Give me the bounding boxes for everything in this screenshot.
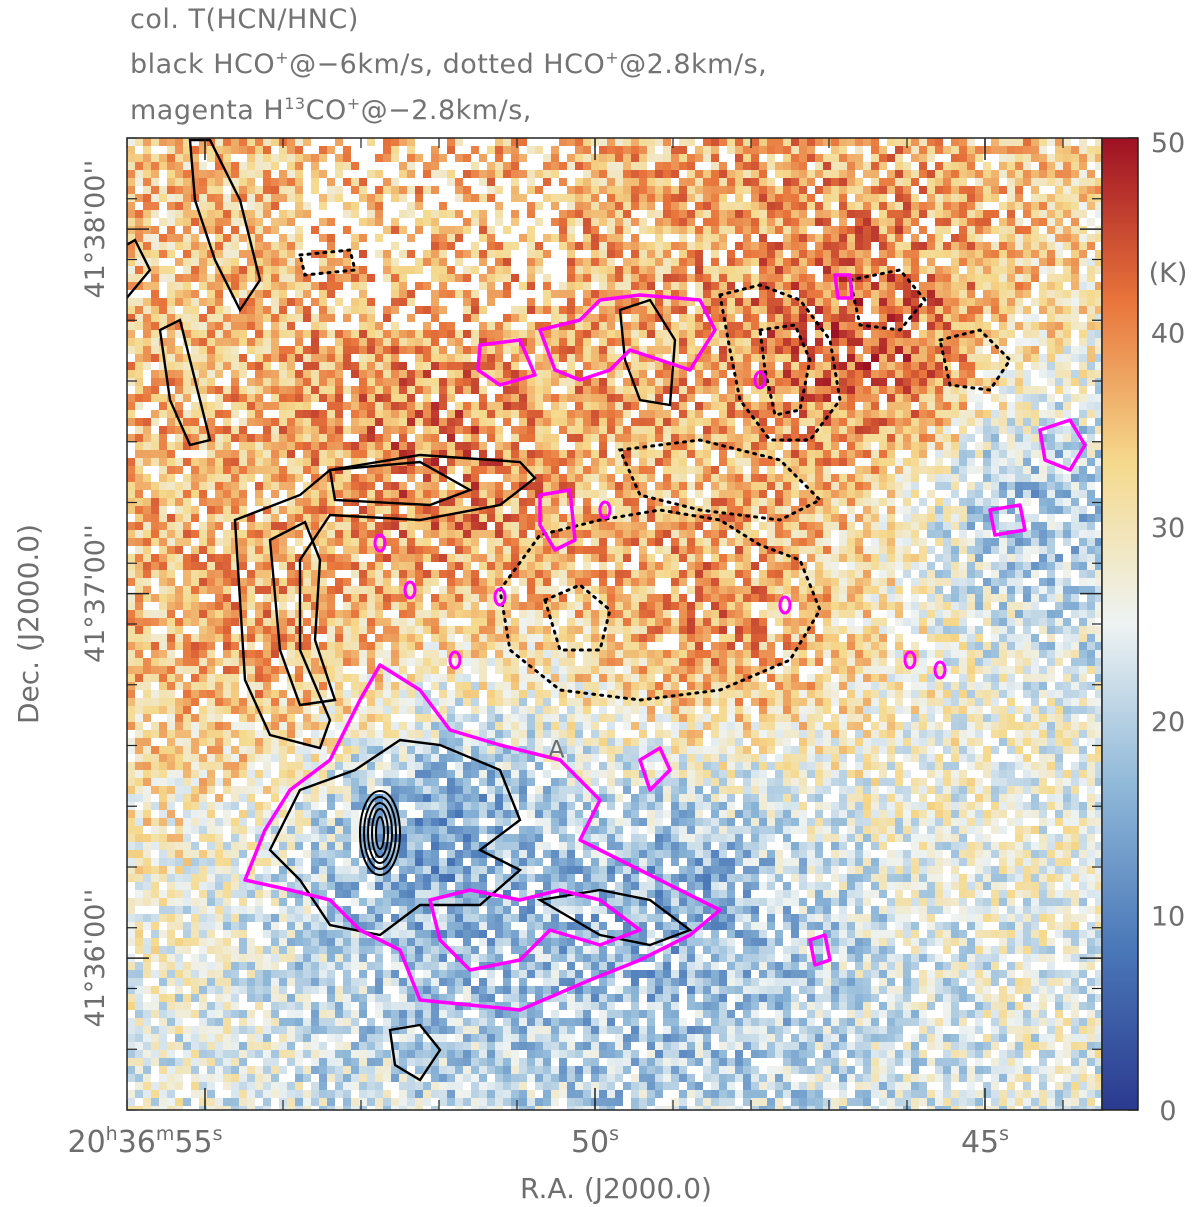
dotted-contour-6: [298, 248, 357, 277]
core-contour-ring-4: [375, 816, 385, 850]
magenta-blob-8: [933, 660, 947, 680]
magenta-blob-6: [778, 595, 792, 615]
magenta-blob-7: [903, 650, 917, 670]
x-tick-labels: 20h36m55s 50s 45s: [67, 1123, 1009, 1160]
black-contour-0: [233, 453, 537, 750]
magenta-blob-4: [598, 500, 612, 520]
colorbar-tick-label-1: 10: [1151, 902, 1185, 933]
black-contour-7: [618, 298, 677, 407]
y-tick-label-0: 41°38'00'': [80, 160, 111, 299]
magenta-contour-2: [538, 293, 717, 382]
y-tick-label-2: 41°36'00'': [80, 889, 111, 1028]
black-contour-9: [388, 1023, 442, 1082]
black-contour-2: [328, 460, 473, 507]
x-tick-label-1: 50s: [571, 1123, 619, 1160]
dotted-contour-1: [543, 583, 612, 652]
magenta-contour-1: [428, 888, 642, 972]
core-contour-ring-3: [371, 808, 389, 858]
black-contour-4: [188, 138, 262, 313]
dotted-contour-4: [848, 268, 927, 332]
magenta-contour-9: [808, 933, 832, 967]
magenta-blob-5: [753, 370, 767, 390]
dotted-contour-3: [758, 323, 812, 417]
magenta-contour-5: [1038, 418, 1087, 472]
magenta-contour-6: [988, 503, 1027, 537]
contour-layer: [127, 138, 1087, 1082]
colorbar-tick-label-3: 30: [1151, 513, 1185, 544]
magenta-blob-3: [403, 580, 417, 600]
core-contour-ring-0: [359, 790, 401, 876]
magenta-blob-0: [493, 587, 507, 607]
black-contour-5: [158, 318, 212, 447]
colorbar-tick-label-2: 20: [1151, 707, 1185, 738]
magenta-blob-1: [448, 650, 462, 670]
colorbar-unit: (K): [1149, 258, 1188, 289]
black-contour-1: [268, 520, 337, 707]
x-tick-label-0: 20h36m55s: [67, 1123, 222, 1160]
magenta-contour-0: [243, 663, 722, 1012]
dotted-contour-2: [718, 283, 842, 442]
y-tick-label-1: 41°37'00'': [80, 524, 111, 663]
magenta-contour-3: [476, 338, 537, 387]
annotation-label-A: A: [548, 736, 565, 764]
colorbar-tick-label-4: 40: [1151, 318, 1185, 349]
black-contour-6: [536, 888, 693, 947]
dotted-contour-0: [498, 508, 822, 702]
y-axis-label: Dec. (J2000.0): [12, 524, 45, 724]
magenta-contour-4: [538, 488, 577, 552]
colorbar-tick-labels: 0 10 20 30 40 50: [1151, 128, 1185, 1127]
heatmap-layer: [127, 138, 1102, 1110]
black-contour-8: [127, 238, 152, 300]
core-contour-ring-2: [367, 802, 393, 864]
magenta-contour-7: [833, 273, 854, 300]
core-contour-ring-1: [363, 796, 397, 870]
x-tick-label-2: 45s: [961, 1123, 1009, 1160]
magenta-contour-8: [638, 746, 672, 792]
colorbar-tick-label-5: 50: [1151, 128, 1185, 159]
dotted-contour-7: [617, 438, 823, 522]
title-line-1: col. T(HCN/HNC): [130, 4, 359, 35]
title-line-3: magenta H13CO+@−2.8km/s,: [130, 94, 532, 126]
dotted-contour-5: [938, 328, 1012, 392]
x-axis-label: R.A. (J2000.0): [520, 1172, 712, 1205]
magenta-blob-2: [373, 533, 387, 553]
title-line-2: black HCO+@−6km/s, dotted HCO+@2.8km/s,: [130, 48, 768, 80]
colorbar: [1101, 137, 1139, 1111]
y-tick-labels: 41°38'00'' 41°37'00'' 41°36'00'': [80, 160, 111, 1028]
colorbar-tick-label-0: 0: [1159, 1096, 1176, 1127]
